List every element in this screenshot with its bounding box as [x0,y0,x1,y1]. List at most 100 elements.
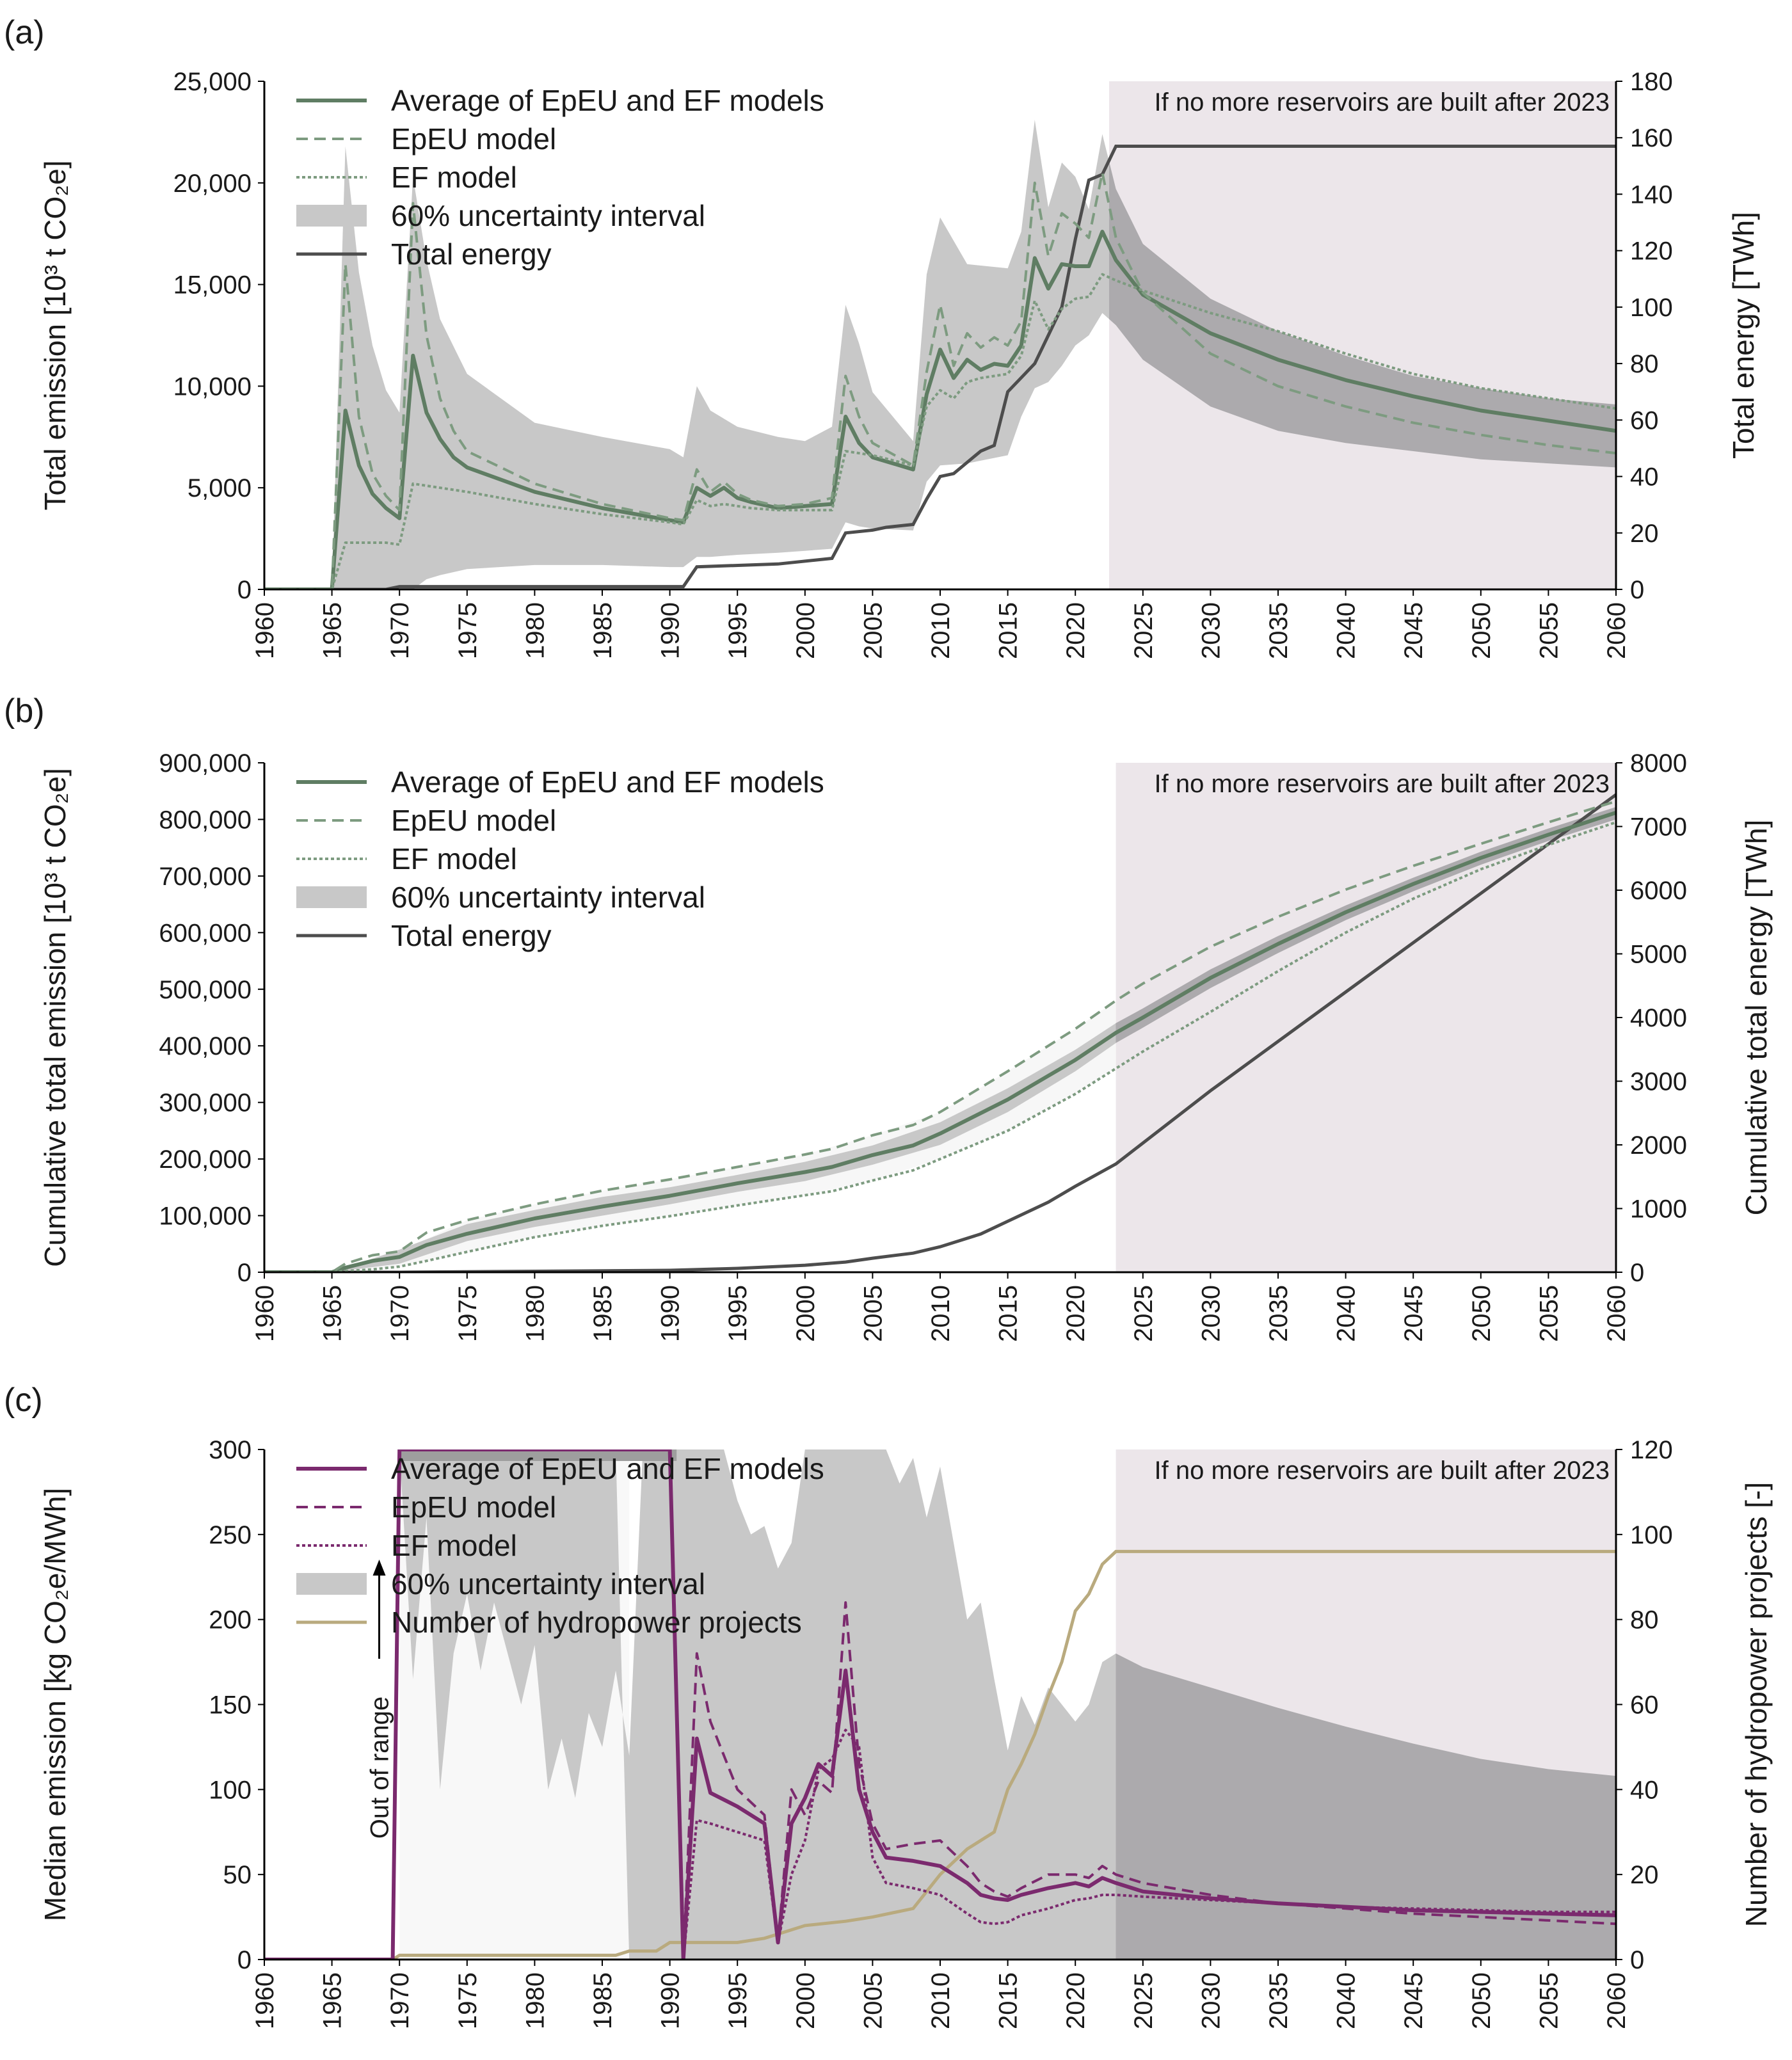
future-annotation: If no more reservoirs are built after 20… [1155,88,1610,116]
y-tick-label: 0 [237,1259,252,1287]
x-tick-label: 1965 [319,602,347,659]
y2-tick-label: 140 [1630,180,1673,209]
uncertainty-band-projected [1116,1653,1616,1960]
x-tick-label: 1990 [657,1285,685,1342]
legend-entry-4: 60% uncertainty interval [296,881,705,914]
series-line-3 [264,821,1616,1272]
x-tick-label: 2060 [1603,1972,1631,2029]
legend-label: 60% uncertainty interval [391,881,705,914]
y2-tick-label: 4000 [1630,1004,1687,1032]
out-of-range-label: Out of range [366,1697,394,1839]
legend-swatch [296,886,367,908]
x-tick-label: 2030 [1197,1285,1225,1342]
hydropower-projects-line [264,1549,1616,1960]
uncertainty-band-past [399,1449,1116,1960]
x-tick-label: 2030 [1197,602,1225,659]
total-energy-line [264,793,1616,1272]
y-tick-label: 150 [209,1691,252,1720]
chart-panel-1: 05,00010,00015,00020,00025,0000204060801… [4,14,1760,659]
x-tick-label: 1980 [521,1972,549,2029]
y-tick-label: 15,000 [173,271,252,299]
uncertainty-band-projected [1109,161,1616,468]
y-tick-label: 600,000 [159,919,252,947]
x-tick-label: 1960 [251,1972,279,2029]
y2-tick-label: 3000 [1630,1068,1687,1096]
x-tick-label: 1980 [521,602,549,659]
future-shading [1116,763,1616,1272]
y2-tick-label: 80 [1630,350,1659,378]
legend-entry-5: Total energy [296,237,552,271]
legend-entry-3: EF model [296,161,517,194]
legend-label: EpEU model [391,804,556,837]
uncertainty-band-future [1109,161,1616,468]
series-line-3 [264,1449,1616,1960]
y-tick-label: 50 [223,1861,252,1889]
y-axis-label: Cumulative total emission [10³ t CO₂e] [38,768,72,1267]
y2-tick-label: 7000 [1630,813,1687,842]
y-tick-label: 25,000 [173,68,252,96]
x-tick-label: 2050 [1468,602,1496,659]
y-tick-label: 300,000 [159,1089,252,1117]
x-tick-label: 1970 [386,602,414,659]
x-tick-label: 2025 [1130,1285,1158,1342]
plot-area [264,81,1616,589]
y2-tick-label: 100 [1630,294,1673,322]
y-tick-label: 900,000 [159,749,252,778]
legend-swatch [296,205,367,227]
legend-entry-3: EF model [296,1529,517,1562]
y-tick-label: 200 [209,1606,252,1634]
y2-tick-label: 120 [1630,237,1673,266]
x-tick-label: 1965 [319,1285,347,1342]
y-tick-label: 700,000 [159,863,252,891]
x-tick-label: 1975 [454,1972,482,2029]
legend-entry-4: 60% uncertainty interval [296,1567,705,1601]
y2-tick-label: 5000 [1630,941,1687,969]
x-tick-label: 2060 [1603,602,1631,659]
x-tick-label: 2015 [995,1972,1023,2029]
legend-label: EpEU model [391,122,556,156]
y2-tick-label: 8000 [1630,749,1687,778]
y-tick-label: 200,000 [159,1146,252,1174]
plot-area [264,763,1616,1272]
legend-label: Average of EpEU and EF models [391,1452,824,1485]
x-tick-label: 2050 [1468,1972,1496,2029]
x-tick-label: 2020 [1062,1972,1090,2029]
x-tick-label: 2020 [1062,602,1090,659]
x-tick-label: 2020 [1062,1285,1090,1342]
x-tick-label: 1975 [454,1285,482,1342]
y-tick-label: 10,000 [173,372,252,401]
x-tick-label: 1995 [724,1285,752,1342]
legend-label: 60% uncertainty interval [391,199,705,232]
out-of-range-bar [399,1449,677,1461]
panel-letter: (c) [4,1382,43,1419]
y-tick-label: 20,000 [173,170,252,198]
x-tick-label: 1960 [251,602,279,659]
x-tick-label: 1970 [386,1972,414,2029]
legend-label: EF model [391,842,517,875]
legend-label: Average of EpEU and EF models [391,84,824,117]
future-annotation: If no more reservoirs are built after 20… [1155,770,1610,798]
legend-entry-5: Number of hydropower projects [296,1606,802,1639]
x-tick-label: 2025 [1130,1972,1158,2029]
y2-tick-label: 40 [1630,463,1659,491]
x-tick-label: 1990 [657,1972,685,2029]
x-tick-label: 2035 [1265,602,1293,659]
x-tick-label: 2055 [1535,1285,1563,1342]
x-tick-label: 2040 [1332,1285,1361,1342]
y-tick-label: 500,000 [159,976,252,1004]
out-of-range-arrowhead [372,1560,386,1576]
total-energy-line [264,145,1616,589]
y2-tick-label: 20 [1630,1861,1659,1889]
legend-label: Number of hydropower projects [391,1606,802,1639]
y2-tick-label: 0 [1630,1946,1644,1974]
y-tick-label: 300 [209,1436,252,1464]
legend-label: 60% uncertainty interval [391,1567,705,1601]
x-tick-label: 1960 [251,1285,279,1342]
legend-entry-1: Average of EpEU and EF models [296,765,824,799]
y-tick-label: 400,000 [159,1032,252,1060]
x-tick-label: 2030 [1197,1972,1225,2029]
y2-axis-label: Cumulative total energy [TWh] [1740,820,1773,1216]
y-tick-label: 5,000 [188,474,252,502]
x-tick-label: 2055 [1535,1972,1563,2029]
